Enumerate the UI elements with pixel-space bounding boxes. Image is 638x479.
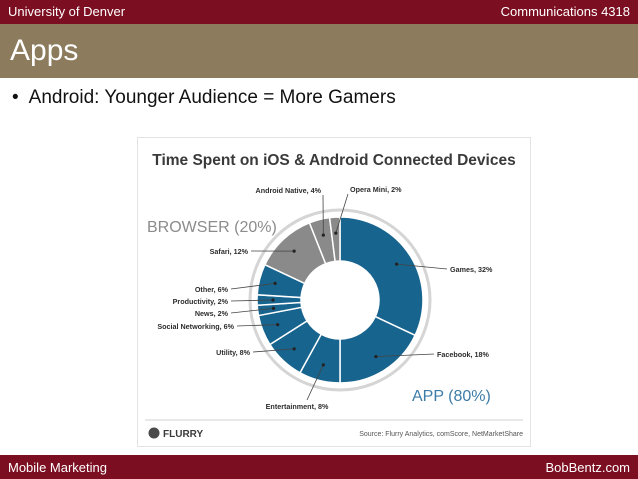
header-institution: University of Denver — [8, 4, 126, 19]
leader-other — [230, 282, 276, 290]
leader-dot-opera-mini — [334, 231, 338, 235]
leader-news — [230, 307, 274, 314]
leader-dot-android-native — [321, 233, 325, 237]
bullet-item: • Android: Younger Audience = More Gamers — [12, 87, 396, 109]
slide-title: Apps — [10, 34, 79, 67]
group-label-browser: BROWSER (20%) — [147, 219, 277, 236]
label-safari: Safari, 12% — [210, 247, 249, 256]
leader-dot-facebook — [374, 354, 378, 359]
leader-dot-safari — [292, 249, 296, 253]
leader-utility — [252, 348, 295, 353]
chart-title: Time Spent on iOS & Android Connected De… — [152, 152, 515, 169]
leader-dot-other — [273, 281, 277, 285]
header-course: Communications 4318 — [500, 4, 630, 19]
group-label-app: APP (80%) — [412, 388, 491, 405]
leader-productivity — [230, 299, 274, 302]
label-entertainment: Entertainment, 8% — [266, 402, 329, 411]
label-games: Games, 32% — [450, 265, 493, 274]
leader-dot-games — [394, 262, 399, 266]
leader-social-networking — [236, 324, 278, 327]
chart-frame — [137, 137, 531, 447]
bullet-dot: • — [12, 87, 19, 108]
leader-entertainment — [306, 364, 324, 401]
label-android-native: Android Native, 4% — [256, 186, 322, 195]
slice-games — [339, 216, 424, 337]
leader-dot-entertainment — [321, 363, 325, 367]
title-bar: Apps — [0, 24, 638, 78]
label-utility: Utility, 8% — [216, 348, 250, 357]
label-opera-mini: Opera Mini, 2% — [350, 185, 402, 194]
leader-games — [396, 263, 448, 270]
outer-ring — [248, 208, 432, 392]
leader-dot-productivity — [271, 298, 275, 302]
leader-facebook — [375, 353, 435, 357]
leader-dot-news — [271, 306, 276, 310]
header-bar: University of Denver Communications 4318 — [0, 0, 638, 24]
bullet-text: Android: Younger Audience = More Gamers — [28, 87, 396, 108]
chart-source: Source: Flurry Analytics, comScore, NetM… — [359, 431, 523, 438]
flurry-logo-mark — [148, 427, 160, 439]
leader-dot-social-networking — [276, 323, 280, 327]
leader-dot-utility — [292, 347, 296, 351]
footer-website: BobBentz.com — [545, 460, 630, 475]
label-productivity: Productivity, 2% — [173, 297, 229, 306]
leader-opera-mini — [335, 193, 349, 234]
label-facebook: Facebook, 18% — [437, 350, 490, 359]
footer-bar: Mobile Marketing BobBentz.com — [0, 455, 638, 479]
flurry-logo-text: FLURRY — [163, 429, 204, 440]
donut-chart: Time Spent on iOS & Android Connected De… — [137, 137, 531, 447]
footer-topic: Mobile Marketing — [8, 460, 107, 475]
label-social-networking: Social Networking, 6% — [157, 322, 234, 331]
label-news: News, 2% — [195, 309, 229, 318]
chart-panel: Time Spent on iOS & Android Connected De… — [137, 137, 531, 447]
label-other: Other, 6% — [195, 285, 229, 294]
